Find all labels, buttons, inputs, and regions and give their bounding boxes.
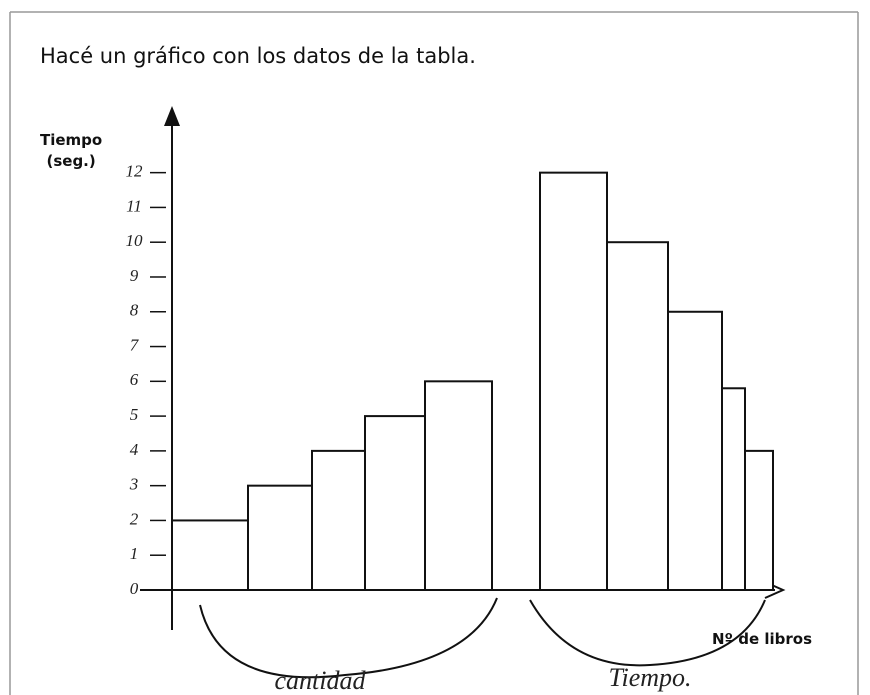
bar <box>607 242 668 590</box>
x-axis-label: Nº de libros <box>712 630 812 648</box>
worksheet: cantidad Tiempo. 0123456789101112 Hacé u… <box>0 0 870 695</box>
y-tick-label: 11 <box>126 196 142 215</box>
y-axis-arrow <box>164 106 180 126</box>
y-tick-label: 10 <box>126 231 144 250</box>
bar <box>248 486 312 590</box>
bar <box>540 173 607 590</box>
y-tick-label: 4 <box>130 440 139 459</box>
bar <box>365 416 425 590</box>
annotation: Tiempo. <box>608 663 691 692</box>
y-tick-label: 12 <box>126 162 144 181</box>
instruction: Hacé un gráfico con los datos de la tabl… <box>40 44 476 68</box>
y-tick-label: 3 <box>129 475 139 494</box>
chart: cantidad Tiempo. 0123456789101112 <box>0 0 870 695</box>
bar <box>425 381 492 590</box>
y-tick-label: 2 <box>130 509 139 528</box>
bar <box>722 388 745 590</box>
y-tick-label: 6 <box>130 370 139 389</box>
y-tick-label: 9 <box>130 266 139 285</box>
bar <box>312 451 365 590</box>
y-tick-label: 1 <box>130 544 139 563</box>
annotation: cantidad <box>275 666 367 695</box>
y-tick-label: 0 <box>130 579 139 598</box>
y-axis-label: Tiempo (seg.) <box>40 130 102 172</box>
bar <box>745 451 773 590</box>
bar <box>668 312 722 590</box>
bar <box>172 520 248 590</box>
y-tick-label: 7 <box>130 335 140 354</box>
y-tick-label: 5 <box>130 405 139 424</box>
y-tick-label: 8 <box>130 301 139 320</box>
